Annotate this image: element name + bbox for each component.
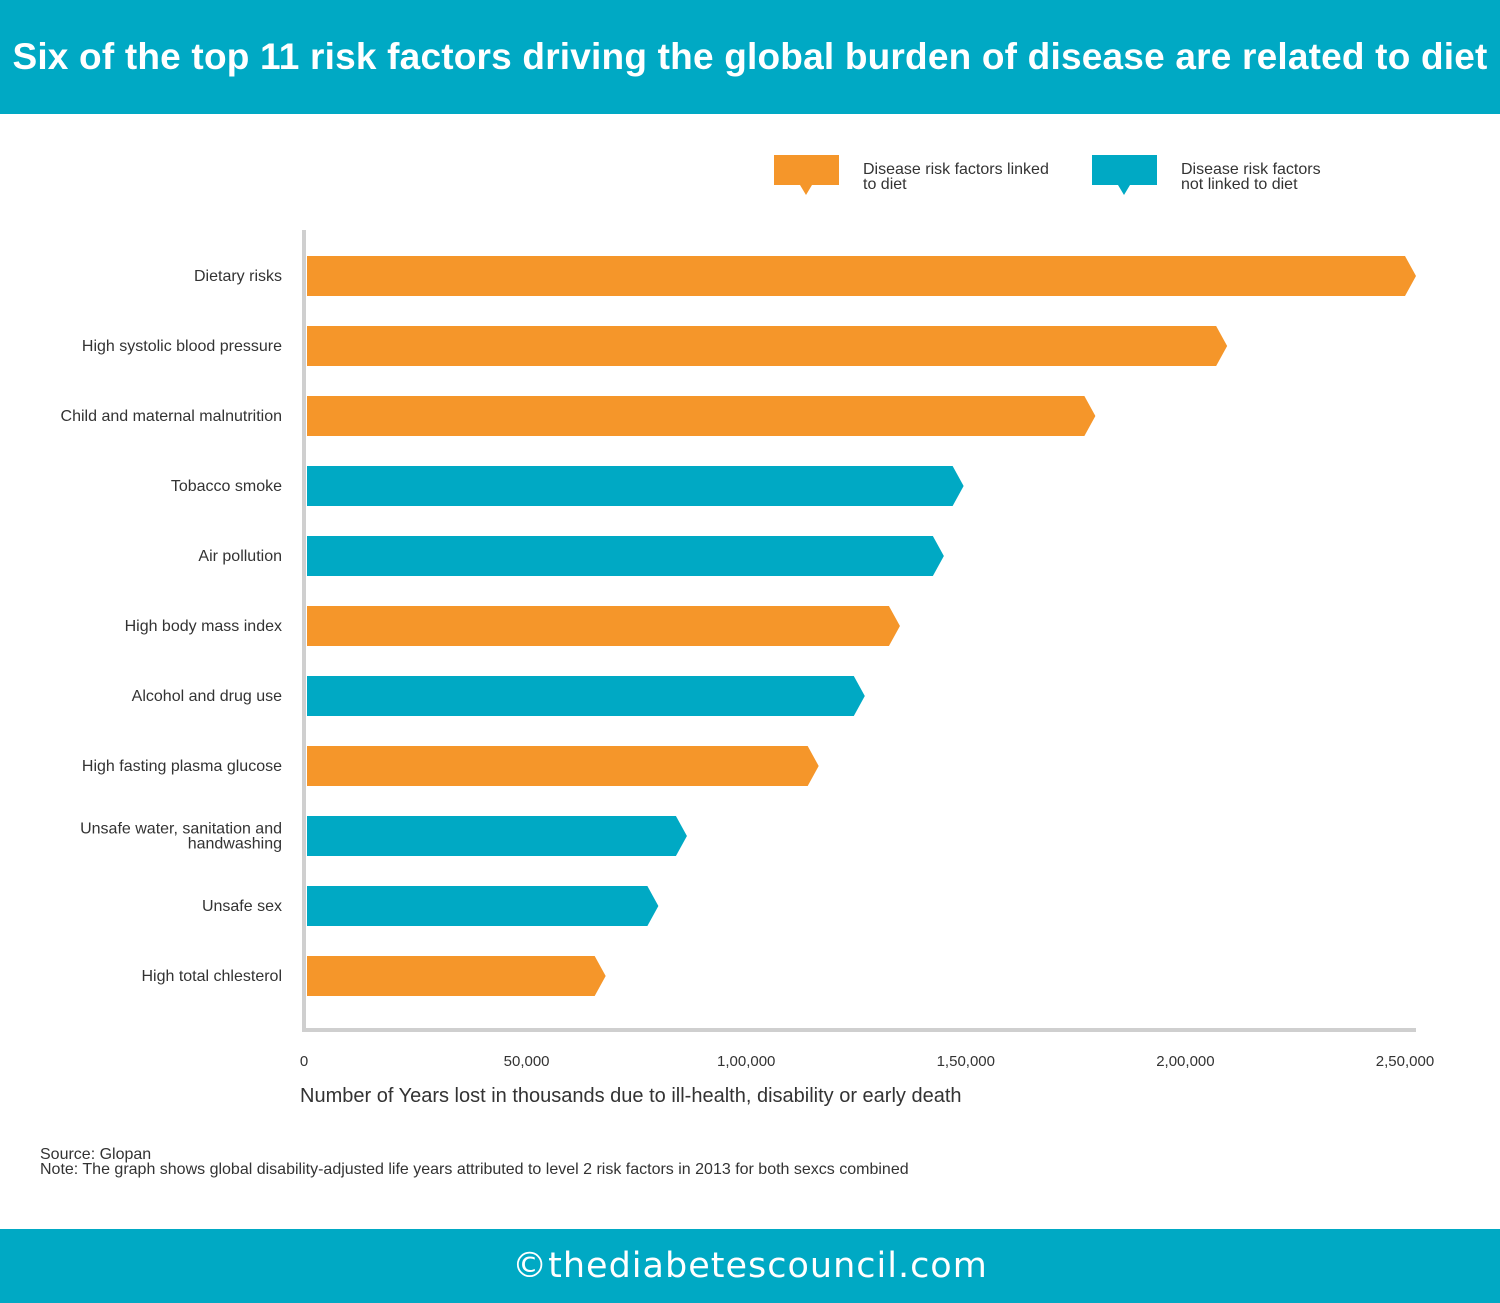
bar: [307, 816, 687, 856]
bar: [307, 536, 944, 576]
bar: [307, 466, 964, 506]
note-text: Note: The graph shows global disability-…: [40, 1161, 909, 1178]
legend-swatch-diet: [774, 155, 839, 195]
category-label: Alcohol and drug use: [132, 688, 282, 705]
title-banner: Six of the top 11 risk factors driving t…: [0, 0, 1500, 114]
x-tick-label: 1,50,000: [937, 1053, 995, 1070]
x-tick-label: 50,000: [504, 1053, 550, 1070]
x-tick-label: 2,00,000: [1156, 1053, 1214, 1070]
bar: [307, 326, 1228, 366]
footer-banner: ©thediabetescouncil.com: [0, 1229, 1500, 1303]
bar: [307, 886, 659, 926]
bar: [307, 396, 1096, 436]
legend-label-non-diet: Disease risk factors not linked to diet: [1181, 161, 1321, 193]
x-tick-label: 2,50,000: [1376, 1053, 1434, 1070]
legend-label-diet: Disease risk factors linked to diet: [863, 161, 1049, 193]
x-tick-label: 1,00,000: [717, 1053, 775, 1070]
legend-swatch-non-diet: [1092, 155, 1157, 195]
category-label: High fasting plasma glucose: [82, 758, 282, 775]
bar: [307, 676, 865, 716]
x-axis-label: Number of Years lost in thousands due to…: [300, 1085, 962, 1107]
category-label: Child and maternal malnutrition: [61, 408, 282, 425]
bar: [307, 956, 606, 996]
category-label: Dietary risks: [194, 268, 282, 285]
x-tick-label: 0: [300, 1053, 308, 1070]
bar: [307, 256, 1416, 296]
footer-website: ©thediabetescouncil.com: [512, 1246, 988, 1286]
category-label: Air pollution: [198, 548, 282, 565]
category-label: High body mass index: [125, 618, 282, 635]
category-label: Unsafe sex: [202, 898, 282, 915]
bar: [307, 606, 900, 646]
category-label: Unsafe water, sanitation and handwashing: [80, 821, 282, 853]
category-label: Tobacco smoke: [171, 478, 282, 495]
bar: [307, 746, 819, 786]
source-notes: Source: Glopan Note: The graph shows glo…: [40, 1146, 909, 1178]
source-text: Source: Glopan: [40, 1146, 152, 1163]
category-label: High total chlesterol: [141, 968, 282, 985]
chart-title: Six of the top 11 risk factors driving t…: [12, 36, 1488, 77]
category-label: High systolic blood pressure: [82, 338, 282, 355]
